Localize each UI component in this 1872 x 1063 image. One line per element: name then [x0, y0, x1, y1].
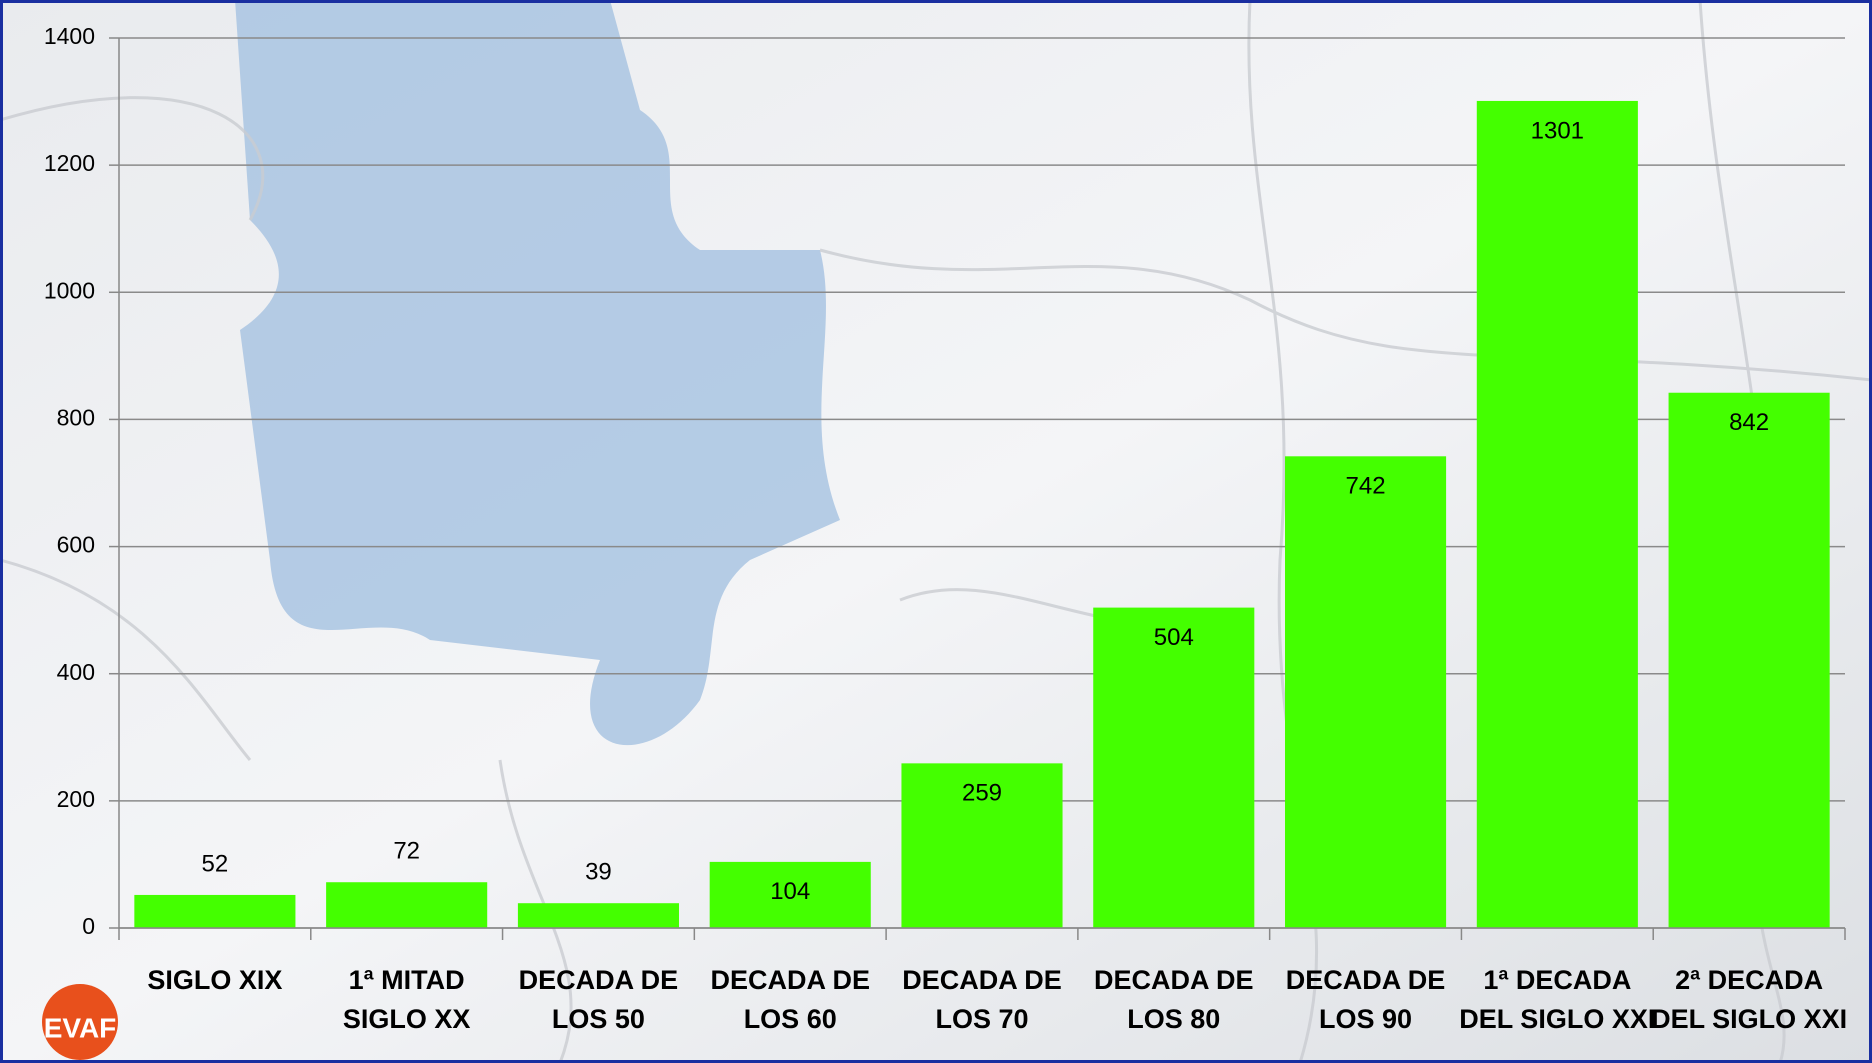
bar: [1093, 608, 1254, 928]
bar: [134, 895, 295, 928]
value-label: 104: [770, 878, 810, 905]
x-tick-label: 1ª MITAD SIGLO XX: [305, 961, 509, 1039]
x-tick-label: DECADA DE LOS 80: [1072, 961, 1276, 1039]
y-tick-label: 400: [57, 659, 95, 685]
y-tick-label: 800: [57, 405, 95, 431]
value-label: 742: [1346, 473, 1386, 500]
bar: [1285, 456, 1446, 928]
x-tick-label: 2ª DECADA DEL SIGLO XXI: [1647, 961, 1851, 1039]
x-tick-label: DECADA DE LOS 90: [1264, 961, 1468, 1039]
value-label: 39: [585, 859, 612, 886]
value-label: 259: [962, 780, 1002, 807]
bar: [1477, 101, 1638, 928]
value-label: 842: [1729, 409, 1769, 436]
value-label: 52: [202, 850, 229, 877]
logo-text: EVAF: [44, 1012, 117, 1043]
y-tick-label: 1000: [44, 277, 95, 303]
x-tick-label: SIGLO XIX: [113, 961, 317, 1000]
x-tick-label: DECADA DE LOS 60: [688, 961, 892, 1039]
x-tick-label: DECADA DE LOS 50: [497, 961, 701, 1039]
bar: [518, 903, 679, 928]
x-tick-label: 1ª DECADA DEL SIGLO XXI: [1455, 961, 1659, 1039]
logo: EVAF: [42, 984, 118, 1060]
value-label: 504: [1154, 624, 1194, 651]
x-tick-label: DECADA DE LOS 70: [880, 961, 1084, 1039]
page: EVAF 0 200 400 600 800 1000 1200 1400 52 72 39 104 2…: [0, 0, 1872, 1063]
y-tick-label: 1200: [44, 150, 95, 176]
bar: [326, 882, 487, 928]
y-tick-label: 600: [57, 532, 95, 558]
chart: EVAF 0 200 400 600 800 1000 1200 1400 52 72 39 104 2…: [0, 0, 1872, 1063]
value-label: 72: [393, 838, 420, 865]
y-tick-label: 200: [57, 786, 95, 812]
y-tick-label: 1400: [44, 23, 95, 49]
y-tick-label: 0: [82, 913, 95, 939]
value-label: 1301: [1531, 117, 1584, 144]
bar: [1669, 393, 1830, 928]
